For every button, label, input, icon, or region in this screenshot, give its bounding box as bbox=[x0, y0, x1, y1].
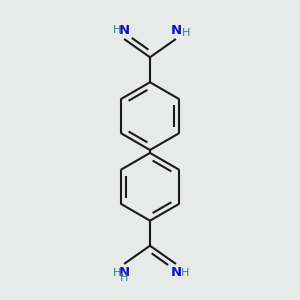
Text: H: H bbox=[181, 268, 189, 278]
Text: N: N bbox=[118, 266, 130, 279]
Text: N: N bbox=[118, 24, 130, 37]
Text: H: H bbox=[112, 268, 121, 278]
Text: H: H bbox=[120, 273, 128, 283]
Text: N: N bbox=[170, 266, 182, 279]
Text: H: H bbox=[182, 28, 190, 38]
Text: H: H bbox=[112, 25, 121, 34]
Text: N: N bbox=[170, 24, 182, 37]
